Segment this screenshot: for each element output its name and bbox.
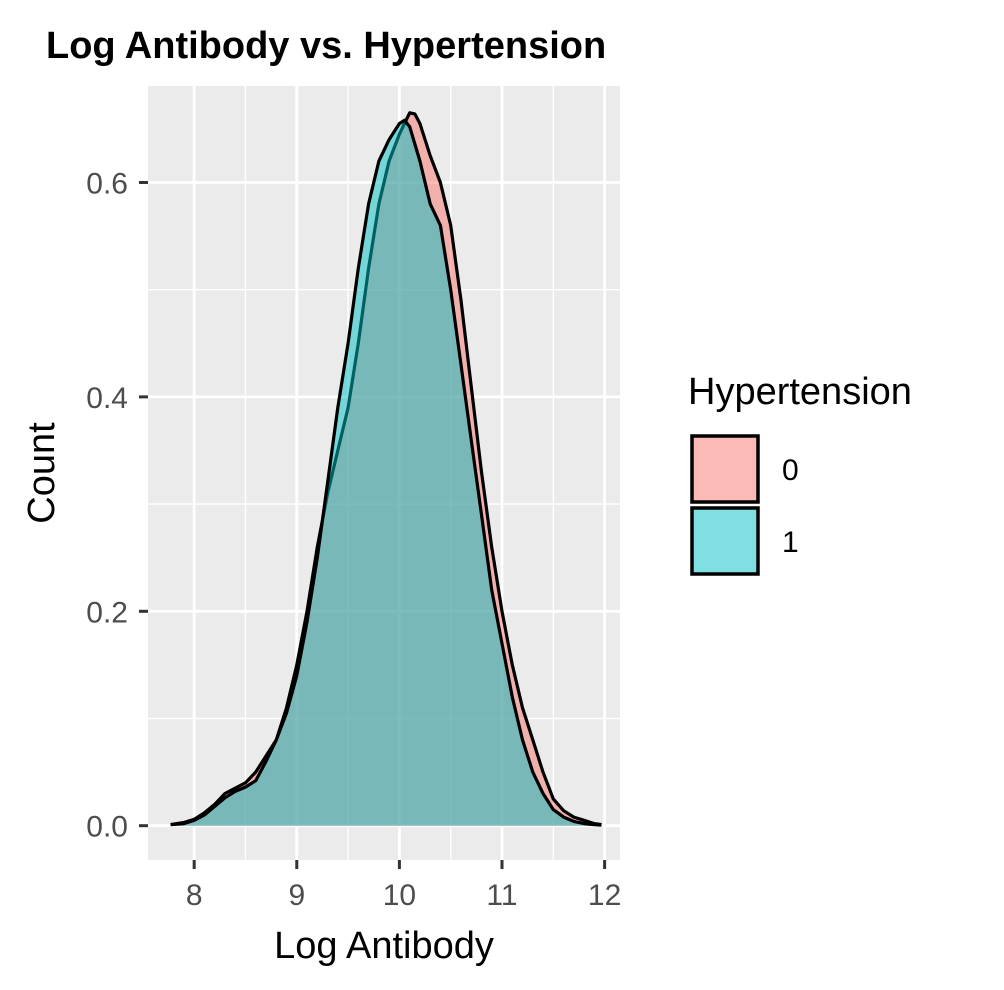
y-tick-label: 0.0 [86, 811, 128, 844]
legend-key-1 [690, 506, 760, 576]
legend-item-0: 0 [690, 434, 799, 504]
chart-title: Log Antibody vs. Hypertension [46, 25, 606, 67]
x-tick-label: 9 [288, 879, 305, 912]
y-axis-title: Count [21, 422, 63, 524]
legend-items: 01 [690, 434, 799, 576]
legend: Hypertension 01 [688, 371, 912, 576]
x-axis-title: Log Antibody [274, 925, 494, 967]
legend-item-1: 1 [690, 506, 799, 576]
legend-key-0 [690, 434, 760, 504]
density-series-1 [170, 118, 602, 827]
x-tick-label: 11 [486, 879, 517, 912]
y-tick-label: 0.6 [86, 167, 128, 200]
legend-label-0: 0 [782, 454, 799, 487]
legend-label-1: 1 [782, 526, 799, 559]
y-tick-label: 0.4 [86, 382, 128, 415]
density-line-1 [170, 118, 602, 827]
y-tick-label: 0.2 [86, 596, 128, 629]
x-axis: 8 9 10 11 12 [186, 860, 621, 912]
x-tick-label: 12 [588, 879, 621, 912]
density-series-group [170, 111, 602, 827]
x-tick-label: 10 [383, 879, 416, 912]
legend-title: Hypertension [688, 371, 912, 413]
x-tick-label: 8 [186, 879, 203, 912]
y-axis: 0.0 0.2 0.4 0.6 [86, 167, 148, 844]
density-area-1 [170, 120, 602, 826]
